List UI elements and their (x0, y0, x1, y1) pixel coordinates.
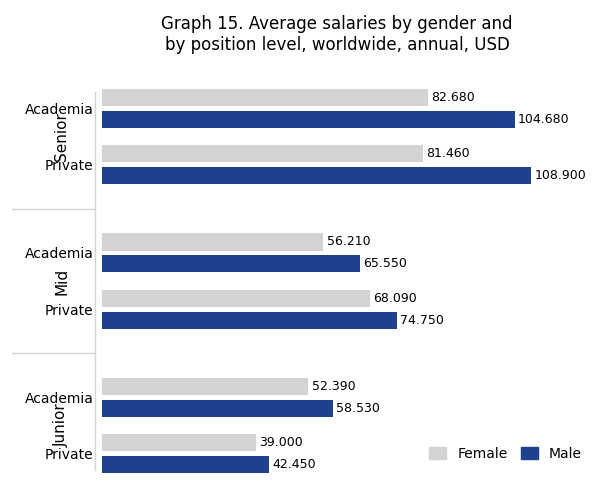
Text: 39.000: 39.000 (259, 436, 302, 449)
Bar (102, 110, 514, 128)
Text: 56.210: 56.210 (327, 235, 370, 248)
Bar (102, 255, 360, 272)
Text: 104.680: 104.680 (517, 113, 569, 126)
Bar (102, 400, 333, 417)
Text: 74.750: 74.750 (400, 314, 444, 327)
Bar (102, 145, 423, 162)
Bar (102, 89, 428, 106)
Text: 65.550: 65.550 (364, 257, 407, 270)
Text: 108.900: 108.900 (535, 169, 586, 182)
Bar (102, 434, 256, 452)
Text: 68.090: 68.090 (373, 292, 417, 305)
Bar (102, 167, 531, 184)
Bar (102, 456, 269, 473)
Text: Junior: Junior (54, 404, 69, 447)
Text: Senior: Senior (54, 112, 69, 161)
Bar (102, 312, 397, 329)
Legend: Female, Male: Female, Male (424, 441, 588, 466)
Text: Graph 15. Average salaries by gender and
by position level, worldwide, annual, U: Graph 15. Average salaries by gender and… (161, 15, 513, 54)
Text: 81.460: 81.460 (426, 147, 470, 160)
Bar (102, 378, 308, 395)
Text: Mid: Mid (54, 267, 69, 295)
Text: 52.390: 52.390 (311, 380, 355, 393)
Bar (102, 233, 324, 250)
Text: 58.530: 58.530 (336, 402, 379, 415)
Text: 42.450: 42.450 (272, 458, 316, 471)
Text: 82.680: 82.680 (431, 91, 474, 104)
Bar (102, 290, 370, 307)
